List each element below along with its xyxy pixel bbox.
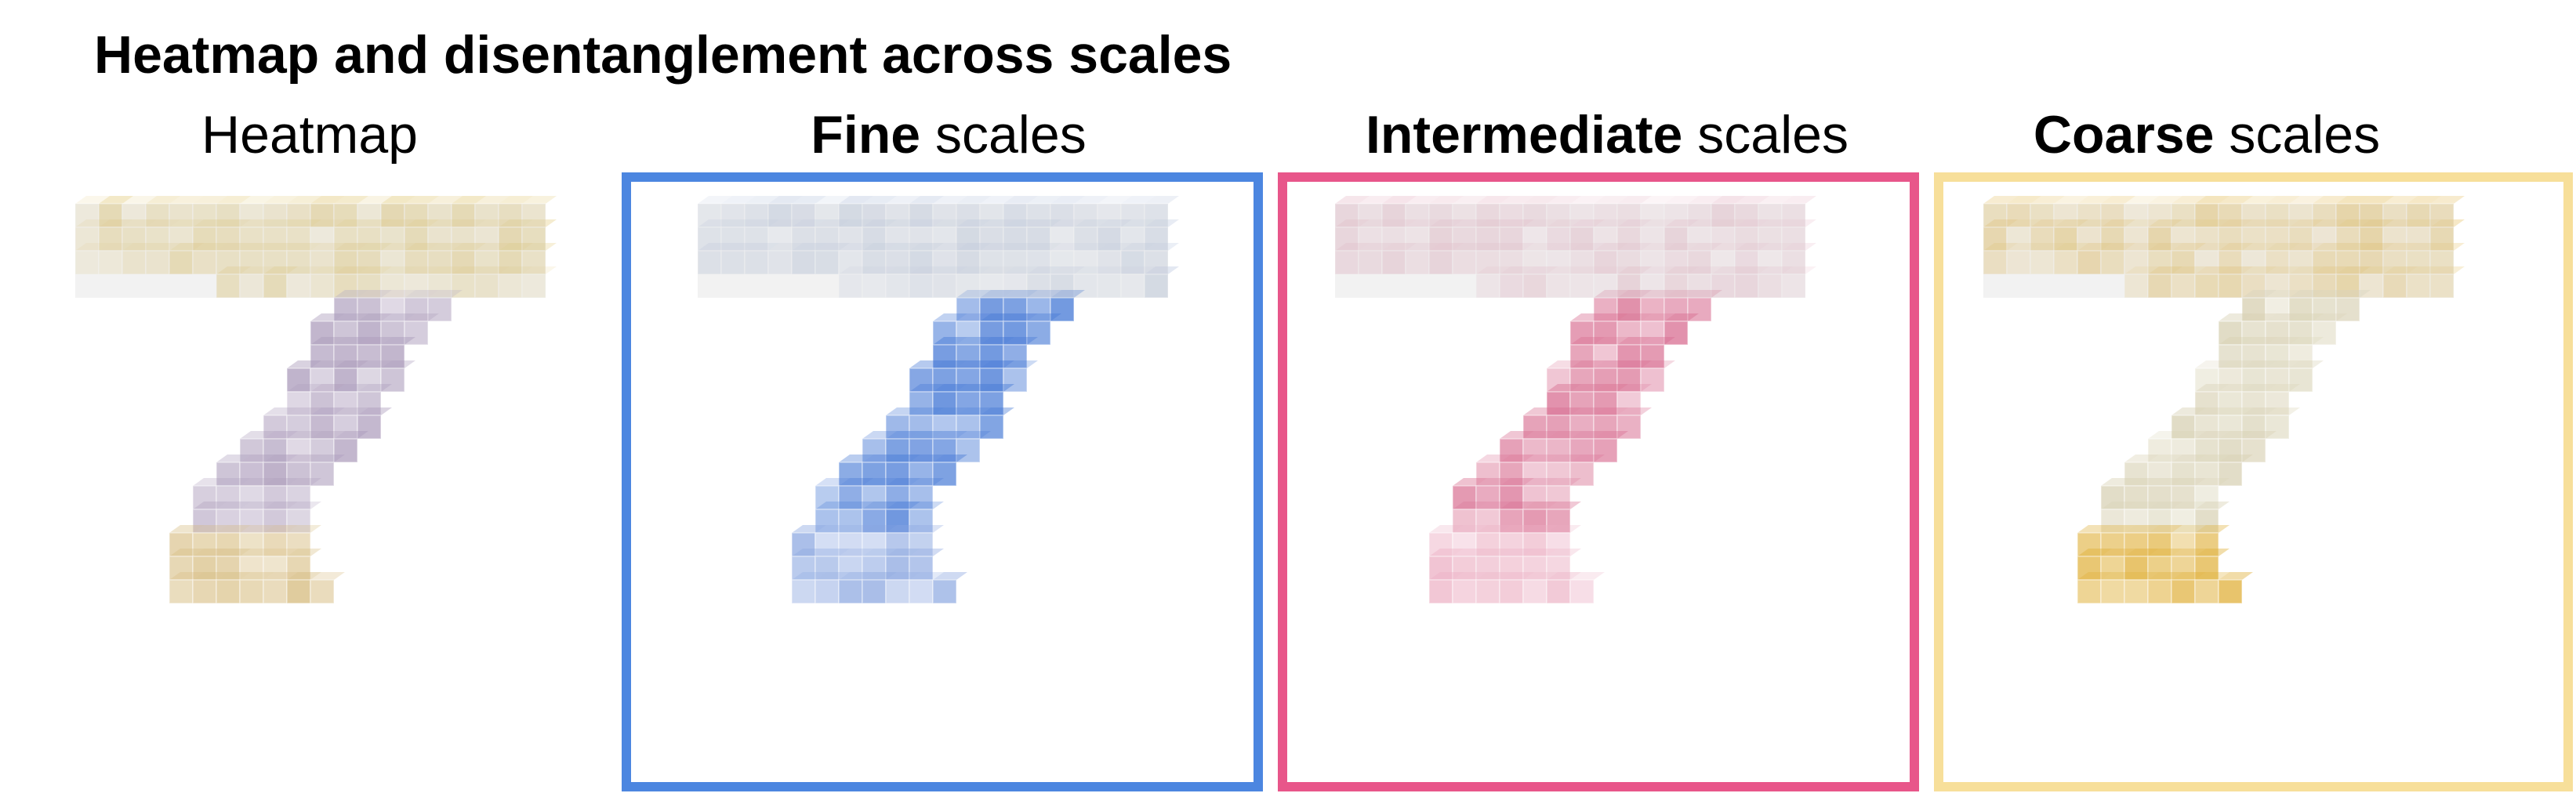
voxel-cube	[287, 580, 310, 603]
voxel-cube	[2219, 580, 2242, 603]
panel-title-intermediate: Intermediate scales	[1366, 108, 1849, 161]
voxel-cube	[909, 580, 933, 603]
voxel-group	[1335, 196, 1816, 603]
voxel-group	[698, 196, 1179, 603]
panel-title-fine: Fine scales	[811, 108, 1086, 161]
voxel-cube	[1570, 580, 1594, 603]
voxel-cube	[216, 580, 240, 603]
voxel-cube	[933, 580, 956, 603]
voxel-cube	[2124, 580, 2148, 603]
voxel-group	[1983, 196, 2465, 603]
panel-title-coarse-rest: scales	[2214, 105, 2380, 165]
voxel-cube	[2077, 580, 2101, 603]
voxel-cube	[1476, 580, 1500, 603]
top-bar-haze	[75, 204, 546, 298]
voxel-cube	[1523, 580, 1547, 603]
voxel-seven-heatmap	[69, 188, 571, 752]
voxel-cube	[1547, 580, 1570, 603]
main-title: Heatmap and disentanglement across scale…	[94, 28, 1232, 81]
voxel-cube	[169, 580, 193, 603]
panel-title-fine-rest: scales	[920, 105, 1087, 165]
voxel-seven-fine	[691, 188, 1193, 752]
top-bar-haze	[698, 204, 1168, 298]
voxel-cube	[2195, 580, 2219, 603]
top-bar-haze	[1983, 204, 2454, 298]
voxel-cube	[2101, 580, 2124, 603]
voxel-cube	[193, 580, 216, 603]
voxel-cube	[839, 580, 862, 603]
voxel-seven-coarse	[1977, 188, 2479, 752]
voxel-cube	[2171, 580, 2195, 603]
voxel-cube	[792, 580, 815, 603]
voxel-seven-intermediate	[1329, 188, 1830, 752]
voxel-cube	[310, 580, 334, 603]
voxel-cube	[862, 580, 886, 603]
voxel-cube	[240, 580, 263, 603]
panel-title-coarse: Coarse scales	[2034, 108, 2380, 161]
voxel-cube	[1429, 580, 1453, 603]
voxel-cube	[1453, 580, 1476, 603]
voxel-cube	[1500, 580, 1523, 603]
voxel-cube	[263, 580, 287, 603]
panel-title-intermediate-rest: scales	[1682, 105, 1849, 165]
panel-title-heatmap-rest: Heatmap	[201, 105, 418, 165]
top-bar-haze	[1335, 204, 1805, 298]
panel-title-coarse-bold: Coarse	[2034, 105, 2215, 165]
voxel-group	[75, 196, 557, 603]
panel-title-heatmap: Heatmap	[201, 108, 418, 161]
panel-title-intermediate-bold: Intermediate	[1366, 105, 1682, 165]
voxel-cube	[815, 580, 839, 603]
panel-title-fine-bold: Fine	[811, 105, 920, 165]
voxel-cube	[2148, 580, 2171, 603]
voxel-cube	[886, 580, 909, 603]
